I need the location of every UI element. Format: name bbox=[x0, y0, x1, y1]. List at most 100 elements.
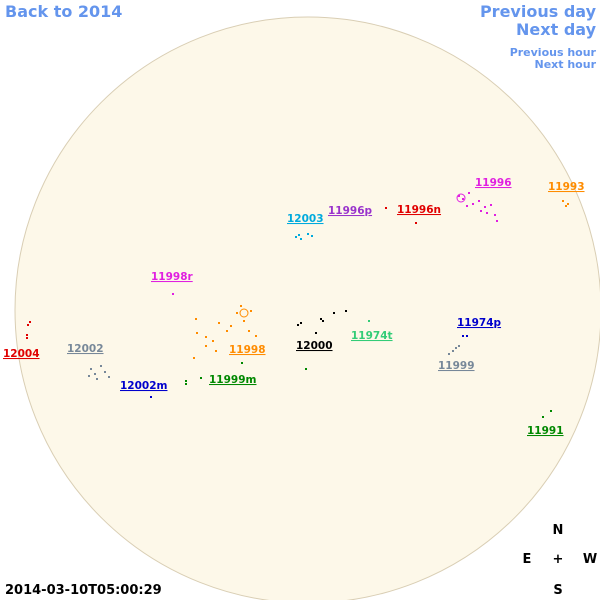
region-label[interactable]: 11999 bbox=[438, 360, 475, 372]
sunspot bbox=[88, 375, 90, 377]
sunspot bbox=[484, 206, 486, 208]
region-label[interactable]: 11974p bbox=[457, 317, 502, 329]
sunspot bbox=[193, 357, 195, 359]
timestamp: 2014-03-10T05:00:29 bbox=[5, 583, 162, 598]
region-label[interactable]: 11996 bbox=[475, 177, 512, 189]
sunspot bbox=[255, 335, 257, 337]
sunspot bbox=[562, 200, 564, 202]
compass-east: E bbox=[523, 552, 532, 567]
sunspot bbox=[196, 332, 198, 334]
sunspot bbox=[486, 212, 488, 214]
solar-disk bbox=[14, 16, 600, 600]
sunspot bbox=[468, 192, 470, 194]
sunspot bbox=[295, 236, 297, 238]
region-label[interactable]: 12002 bbox=[67, 343, 104, 355]
compass-south: S bbox=[553, 583, 562, 598]
region-label[interactable]: 11998 bbox=[229, 344, 266, 356]
sunspot bbox=[230, 325, 232, 327]
sunspot bbox=[333, 312, 335, 314]
sunspot bbox=[452, 350, 454, 352]
sunspot bbox=[311, 235, 313, 237]
sunspot bbox=[550, 410, 552, 412]
sunspot bbox=[236, 312, 238, 314]
sunspot bbox=[345, 310, 347, 312]
sunspot bbox=[307, 233, 309, 235]
sunspot bbox=[218, 322, 220, 324]
sunspot bbox=[185, 380, 187, 382]
sunspot bbox=[300, 238, 302, 240]
sunspot bbox=[300, 322, 302, 324]
region-label[interactable]: 11996p bbox=[328, 205, 373, 217]
sunspot bbox=[26, 337, 28, 339]
region-label[interactable]: 12003 bbox=[287, 213, 324, 225]
compass-center: + bbox=[553, 552, 564, 567]
sunspot bbox=[462, 198, 464, 200]
sunspot bbox=[215, 350, 217, 352]
sunspot bbox=[466, 335, 468, 337]
sunspot bbox=[241, 362, 243, 364]
sunspot bbox=[205, 345, 207, 347]
region-label[interactable]: 12000 bbox=[296, 340, 333, 352]
sunspot bbox=[480, 210, 482, 212]
sunspot bbox=[305, 368, 307, 370]
sunspot bbox=[368, 320, 370, 322]
sunspot bbox=[94, 373, 96, 375]
region-label[interactable]: 12004 bbox=[3, 348, 40, 360]
sunspot bbox=[320, 318, 322, 320]
sunspot bbox=[104, 371, 106, 373]
region-label[interactable]: 11999m bbox=[209, 374, 257, 386]
sunspot bbox=[240, 305, 242, 307]
region-label[interactable]: 12002m bbox=[120, 380, 168, 392]
sunspot bbox=[565, 205, 567, 207]
sunspot bbox=[466, 205, 468, 207]
sunspot bbox=[322, 320, 324, 322]
sunspot bbox=[250, 310, 252, 312]
sunspot-ring bbox=[456, 193, 466, 203]
previous-day-link[interactable]: Previous day bbox=[480, 2, 597, 21]
sunspot bbox=[195, 318, 197, 320]
sunspot bbox=[478, 200, 480, 202]
sunspot bbox=[108, 376, 110, 378]
sunspot bbox=[458, 345, 460, 347]
sunspot bbox=[455, 347, 457, 349]
sunspot bbox=[150, 396, 152, 398]
region-label[interactable]: 11974t bbox=[351, 330, 393, 342]
next-hour-link[interactable]: Next hour bbox=[535, 58, 597, 71]
sunspot bbox=[415, 222, 417, 224]
sunspot bbox=[226, 330, 228, 332]
sunspot bbox=[100, 365, 102, 367]
sunspot bbox=[297, 324, 299, 326]
region-label[interactable]: 11996n bbox=[397, 204, 441, 216]
sunspot bbox=[205, 336, 207, 338]
previous-hour-link[interactable]: Previous hour bbox=[510, 46, 597, 59]
sunspot bbox=[542, 416, 544, 418]
sunspot bbox=[458, 195, 460, 197]
sunspot bbox=[248, 330, 250, 332]
sunspot bbox=[27, 324, 29, 326]
back-link[interactable]: Back to 2014 bbox=[5, 2, 122, 21]
region-label[interactable]: 11993 bbox=[548, 181, 585, 193]
sunspot bbox=[385, 207, 387, 209]
region-label[interactable]: 11998r bbox=[151, 271, 194, 283]
sunspot bbox=[90, 368, 92, 370]
sunspot bbox=[172, 293, 174, 295]
sunspot bbox=[315, 332, 317, 334]
sunspot bbox=[29, 321, 31, 323]
next-day-link[interactable]: Next day bbox=[516, 20, 597, 39]
sunspot bbox=[496, 220, 498, 222]
compass-north: N bbox=[553, 523, 564, 538]
sunspot-ring bbox=[239, 308, 249, 318]
sunspot bbox=[243, 320, 245, 322]
sunspot bbox=[298, 234, 300, 236]
sunspot bbox=[490, 204, 492, 206]
sunspot bbox=[567, 203, 569, 205]
sunspot bbox=[462, 335, 464, 337]
sunspot bbox=[26, 334, 28, 336]
compass-west: W bbox=[583, 552, 597, 567]
sunspot bbox=[494, 214, 496, 216]
sunspot bbox=[448, 353, 450, 355]
sunspot bbox=[212, 340, 214, 342]
sunspot bbox=[472, 203, 474, 205]
region-label[interactable]: 11991 bbox=[527, 425, 564, 437]
